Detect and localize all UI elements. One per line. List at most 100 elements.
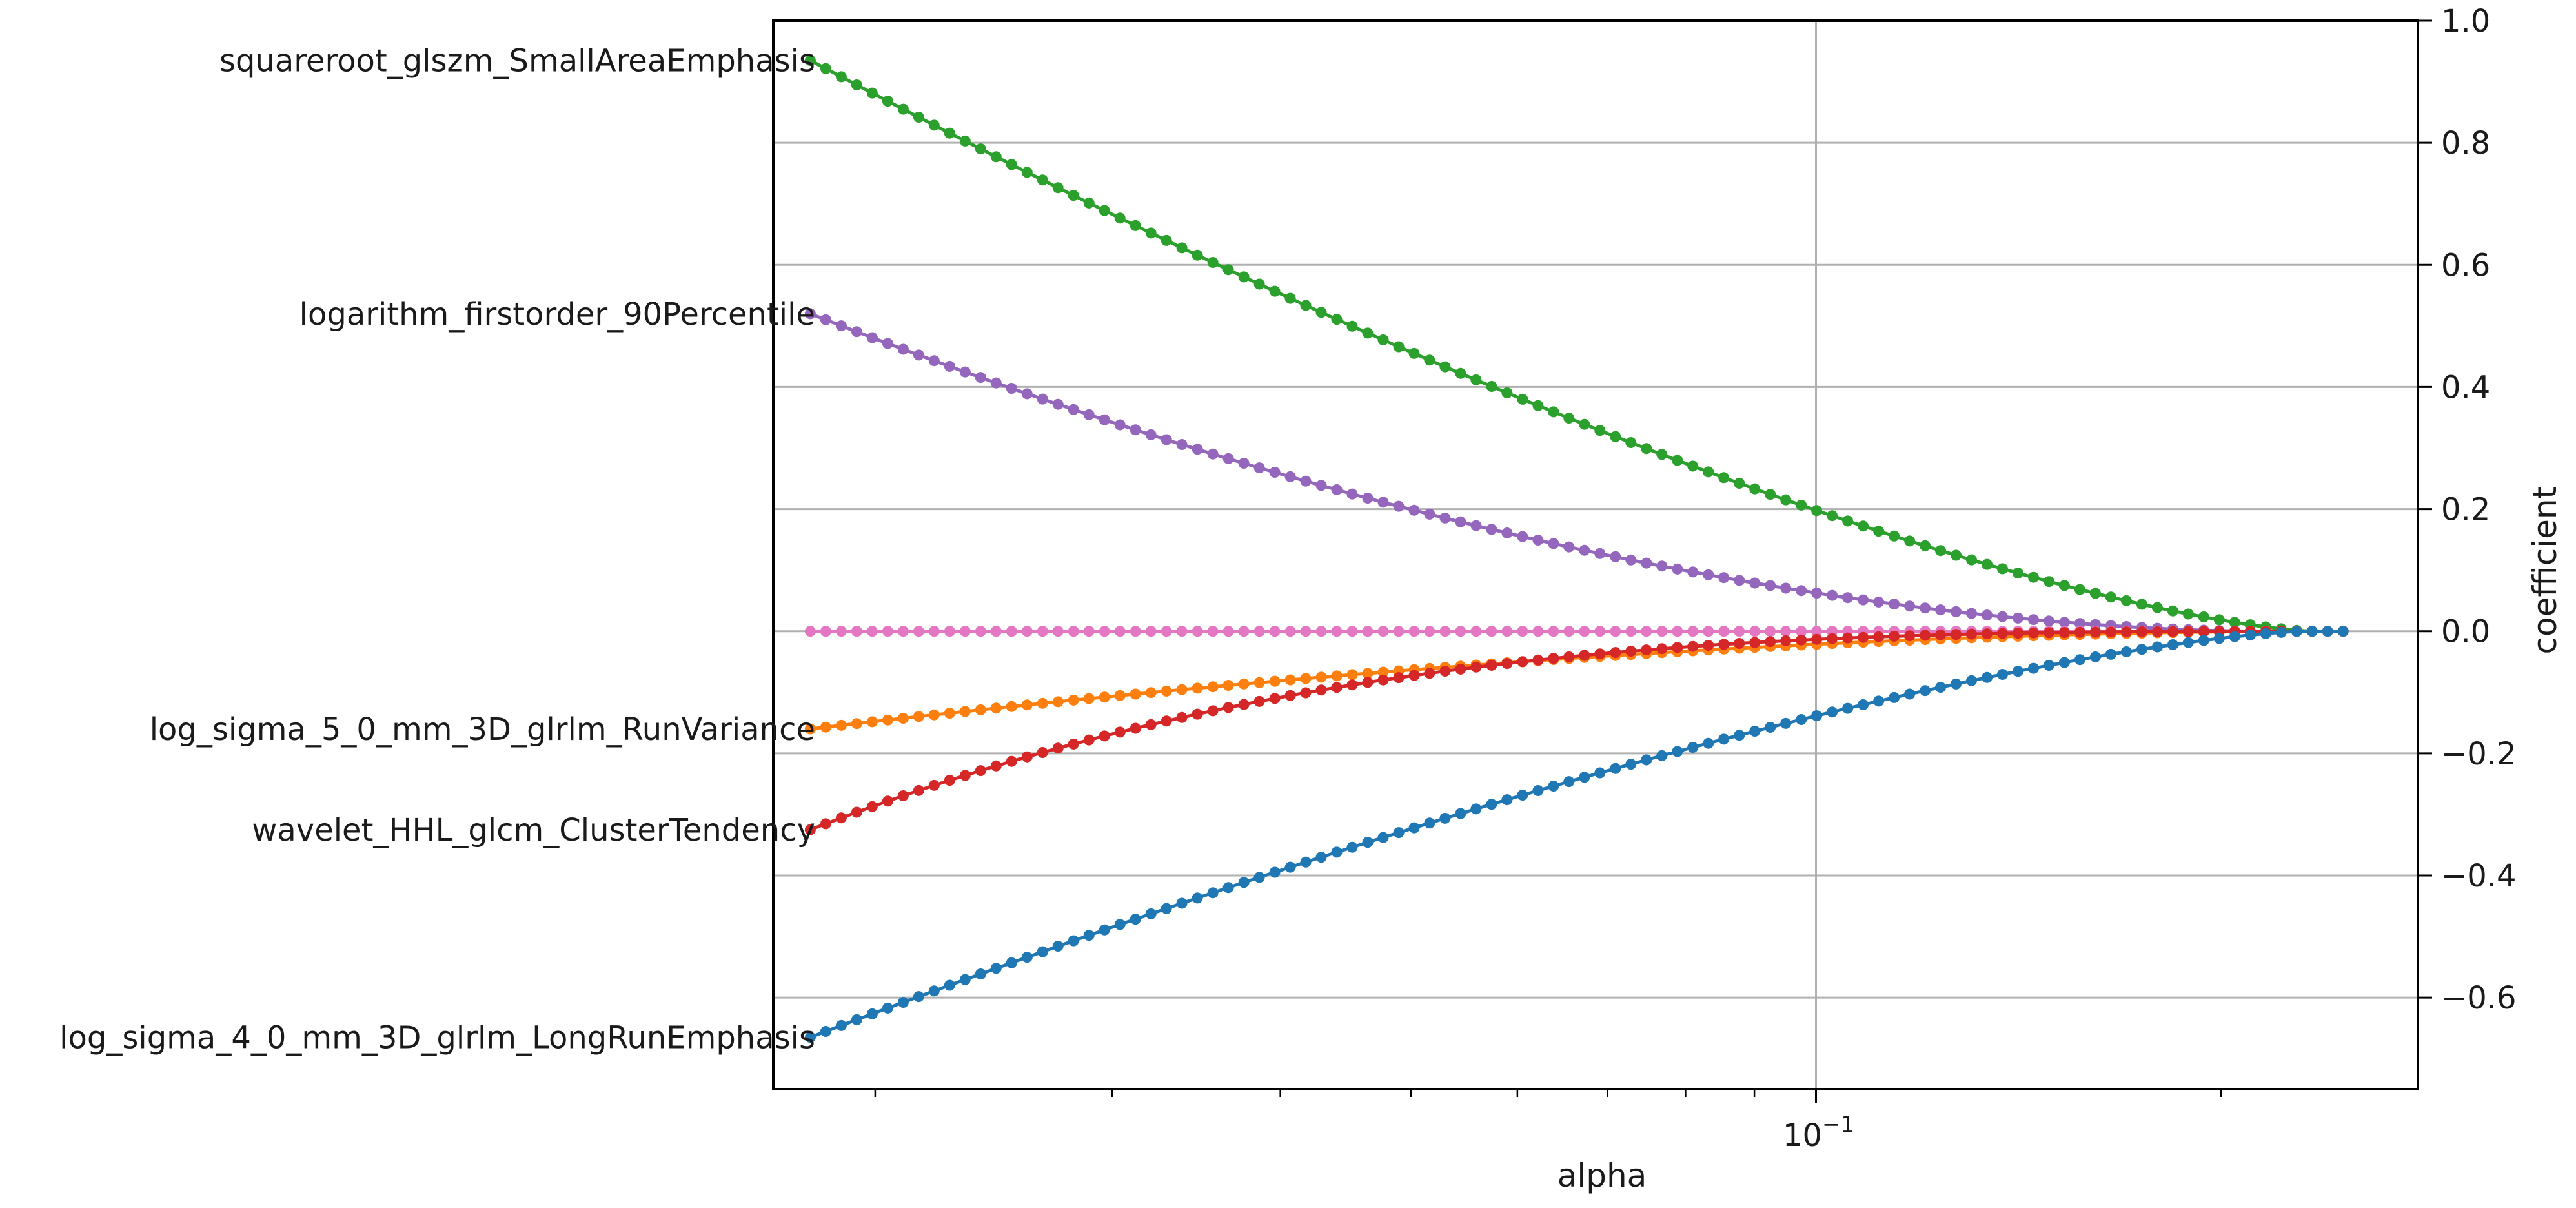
data-point [1734, 638, 1745, 649]
data-point [1377, 666, 1389, 678]
data-point [820, 818, 831, 830]
data-point [1083, 409, 1095, 420]
data-point [1858, 594, 1869, 606]
data-point [1470, 661, 1482, 673]
data-point [1068, 935, 1079, 947]
data-point [1238, 626, 1250, 637]
data-point [1982, 558, 1993, 570]
data-point [1331, 670, 1343, 682]
data-point [1811, 626, 1823, 637]
data-point [1966, 628, 1977, 640]
data-point [1393, 626, 1405, 637]
data-point [804, 824, 816, 835]
data-point [1424, 817, 1435, 829]
data-point [1192, 682, 1203, 694]
x-axis-title: alpha [1557, 1157, 1647, 1194]
data-point [851, 626, 862, 637]
data-point [1486, 524, 1497, 535]
data-point [1827, 589, 1838, 601]
data-point [1548, 538, 1559, 549]
data-point [1718, 733, 1730, 745]
data-point [1161, 685, 1172, 697]
data-point [1672, 563, 1683, 575]
data-point [1470, 626, 1482, 637]
data-point [1284, 626, 1296, 637]
data-point [1579, 650, 1590, 661]
data-point [1068, 738, 1079, 750]
data-point [882, 795, 893, 807]
data-point [866, 801, 878, 812]
data-point [1780, 582, 1792, 594]
data-point [1501, 626, 1513, 637]
data-point [1904, 688, 1916, 700]
data-point [1114, 212, 1126, 224]
data-point [2120, 595, 2132, 606]
data-point [1842, 515, 1854, 527]
data-point [1052, 626, 1064, 637]
data-point [1873, 596, 1885, 608]
data-point [1563, 776, 1575, 788]
data-point [1966, 675, 1977, 686]
data-point [1687, 566, 1699, 578]
plot-frame [772, 19, 2419, 1090]
data-point [1935, 682, 1946, 693]
data-point [2013, 612, 2023, 624]
data-point [1594, 626, 1606, 637]
data-point [1594, 548, 1606, 559]
data-point [897, 103, 909, 115]
data-point [866, 87, 878, 99]
data-point [1579, 626, 1590, 637]
data-point [1222, 453, 1234, 464]
data-point [1625, 759, 1637, 770]
data-point [1052, 398, 1064, 410]
data-point [2058, 627, 2070, 639]
data-point [2151, 626, 2163, 637]
data-point [1563, 413, 1575, 424]
data-point [1161, 234, 1172, 246]
data-point [1811, 633, 1823, 645]
data-point [1765, 580, 1776, 591]
data-point [851, 79, 862, 90]
data-point [1284, 292, 1296, 304]
data-point [1300, 300, 1312, 311]
data-point [1548, 653, 1559, 664]
data-point [1393, 341, 1405, 353]
data-point [1006, 383, 1017, 394]
data-point [882, 626, 893, 637]
data-point [835, 1019, 847, 1031]
data-point [1052, 696, 1064, 708]
data-point [2105, 626, 2116, 638]
y-tick-label: 0.2 [2441, 492, 2490, 528]
data-point [1176, 684, 1188, 695]
data-point [1362, 837, 1374, 848]
data-point [1672, 746, 1683, 757]
data-point [1083, 930, 1095, 941]
data-point [2151, 641, 2163, 653]
data-point [1935, 629, 1946, 640]
data-point [1687, 460, 1699, 472]
data-point [1734, 730, 1745, 741]
y-tick-label: −0.2 [2441, 736, 2517, 772]
data-point [2120, 626, 2132, 638]
data-point [2120, 646, 2132, 657]
data-point [1904, 535, 1916, 547]
data-point [1579, 418, 1590, 430]
data-point [1641, 443, 1652, 455]
data-point [944, 775, 955, 786]
data-point [1749, 726, 1761, 737]
data-point [990, 702, 1002, 714]
data-point [959, 770, 971, 781]
data-point [1238, 877, 1250, 888]
data-point [1548, 406, 1559, 418]
data-point [1362, 327, 1374, 339]
data-point [1982, 671, 1993, 683]
data-point [959, 706, 971, 717]
data-point [1362, 677, 1374, 688]
data-point [1068, 190, 1079, 201]
data-point [1099, 626, 1110, 637]
data-point [1006, 701, 1017, 712]
data-point [1424, 626, 1435, 637]
data-point [1749, 577, 1761, 589]
data-point [1532, 535, 1544, 546]
